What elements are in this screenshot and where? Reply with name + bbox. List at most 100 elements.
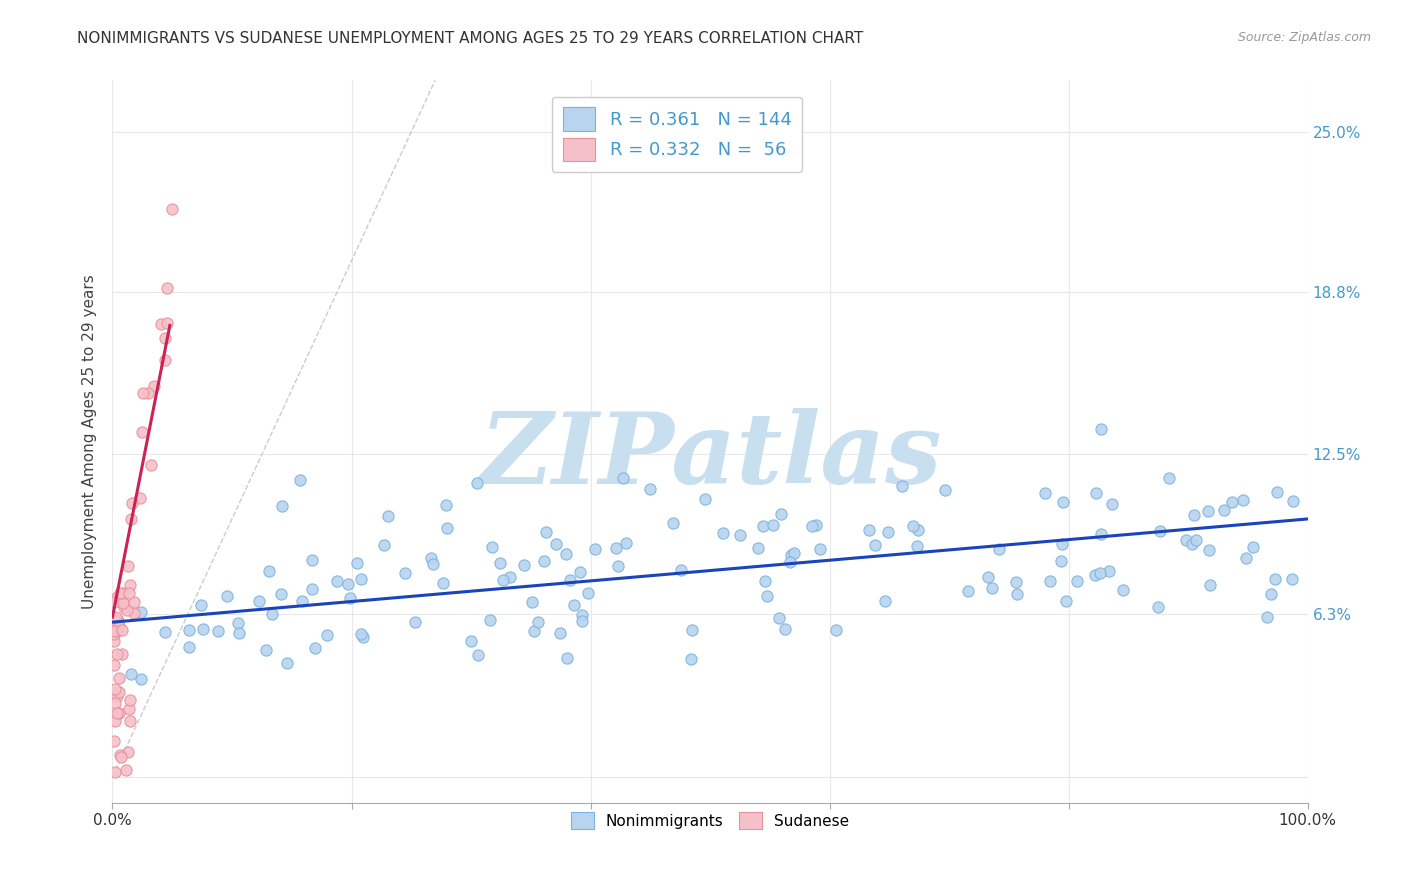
Point xyxy=(352,630,374,644)
Point xyxy=(177,623,200,637)
Point xyxy=(103,624,125,638)
Point xyxy=(337,577,360,591)
Point xyxy=(1159,471,1181,485)
Point xyxy=(122,606,145,620)
Point xyxy=(373,538,395,552)
Point xyxy=(1260,587,1282,601)
Point xyxy=(1264,572,1286,586)
Point xyxy=(270,587,292,601)
Point xyxy=(903,519,925,533)
Text: NONIMMIGRANTS VS SUDANESE UNEMPLOYMENT AMONG AGES 25 TO 29 YEARS CORRELATION CHA: NONIMMIGRANTS VS SUDANESE UNEMPLOYMENT A… xyxy=(77,31,863,46)
Point xyxy=(808,541,831,556)
Point xyxy=(111,624,134,638)
Point xyxy=(1197,504,1219,518)
Point xyxy=(120,512,142,526)
Point xyxy=(226,615,249,630)
Point xyxy=(104,697,127,711)
Point xyxy=(779,555,801,569)
Point xyxy=(118,714,141,728)
Point xyxy=(419,551,441,566)
Point xyxy=(576,586,599,600)
Point xyxy=(863,538,886,552)
Text: Source: ZipAtlas.com: Source: ZipAtlas.com xyxy=(1237,31,1371,45)
Point xyxy=(1039,574,1062,588)
Point xyxy=(988,541,1011,556)
Point xyxy=(105,647,128,661)
Point xyxy=(111,648,134,662)
Point xyxy=(105,689,128,703)
Point xyxy=(606,558,628,573)
Point xyxy=(118,586,141,600)
Point xyxy=(1232,493,1254,508)
Point xyxy=(349,572,371,586)
Point xyxy=(254,643,277,657)
Point xyxy=(156,317,179,331)
Point xyxy=(513,558,536,572)
Point xyxy=(804,517,827,532)
Point xyxy=(467,648,489,662)
Point xyxy=(1050,537,1073,551)
Point xyxy=(1282,494,1305,508)
Point xyxy=(155,353,177,368)
Point xyxy=(118,693,141,707)
Point xyxy=(489,556,512,570)
Point xyxy=(695,491,717,506)
Point xyxy=(858,523,880,537)
Point xyxy=(1112,583,1135,598)
Point xyxy=(605,541,627,556)
Point xyxy=(131,425,153,439)
Point xyxy=(638,482,661,496)
Point xyxy=(153,625,176,640)
Point xyxy=(132,386,155,401)
Point xyxy=(1084,568,1107,582)
Point xyxy=(136,385,159,400)
Point xyxy=(156,281,179,295)
Point xyxy=(260,607,283,621)
Point xyxy=(534,524,557,539)
Point xyxy=(1005,587,1028,601)
Point xyxy=(681,652,703,666)
Point xyxy=(120,667,142,681)
Point xyxy=(129,605,152,619)
Point xyxy=(728,528,751,542)
Point xyxy=(103,657,125,672)
Point xyxy=(110,586,132,600)
Point xyxy=(304,641,326,656)
Point xyxy=(768,610,790,624)
Point xyxy=(755,590,778,604)
Point xyxy=(108,706,131,721)
Point xyxy=(752,519,775,533)
Point xyxy=(1090,422,1112,436)
Point xyxy=(276,656,298,670)
Point xyxy=(783,546,806,560)
Point xyxy=(669,563,692,577)
Point xyxy=(1005,574,1028,589)
Point xyxy=(481,540,503,554)
Point xyxy=(571,607,593,622)
Point xyxy=(1175,533,1198,547)
Point xyxy=(754,574,776,588)
Point xyxy=(905,539,928,553)
Legend: Nonimmigrants, Sudanese: Nonimmigrants, Sudanese xyxy=(565,806,855,835)
Point xyxy=(1220,494,1243,508)
Point xyxy=(434,498,457,512)
Point xyxy=(436,521,458,535)
Point xyxy=(1090,566,1112,580)
Point xyxy=(555,547,578,561)
Point xyxy=(747,541,769,555)
Point xyxy=(108,671,131,685)
Point xyxy=(110,750,132,764)
Point xyxy=(103,733,125,747)
Point xyxy=(824,623,846,637)
Point xyxy=(291,594,314,608)
Point xyxy=(257,564,280,578)
Point xyxy=(121,496,143,510)
Point xyxy=(404,615,426,630)
Point xyxy=(107,614,129,628)
Point xyxy=(177,640,200,654)
Point xyxy=(770,507,793,521)
Point xyxy=(104,681,127,696)
Point xyxy=(571,615,593,629)
Point xyxy=(934,483,956,497)
Point xyxy=(394,566,416,580)
